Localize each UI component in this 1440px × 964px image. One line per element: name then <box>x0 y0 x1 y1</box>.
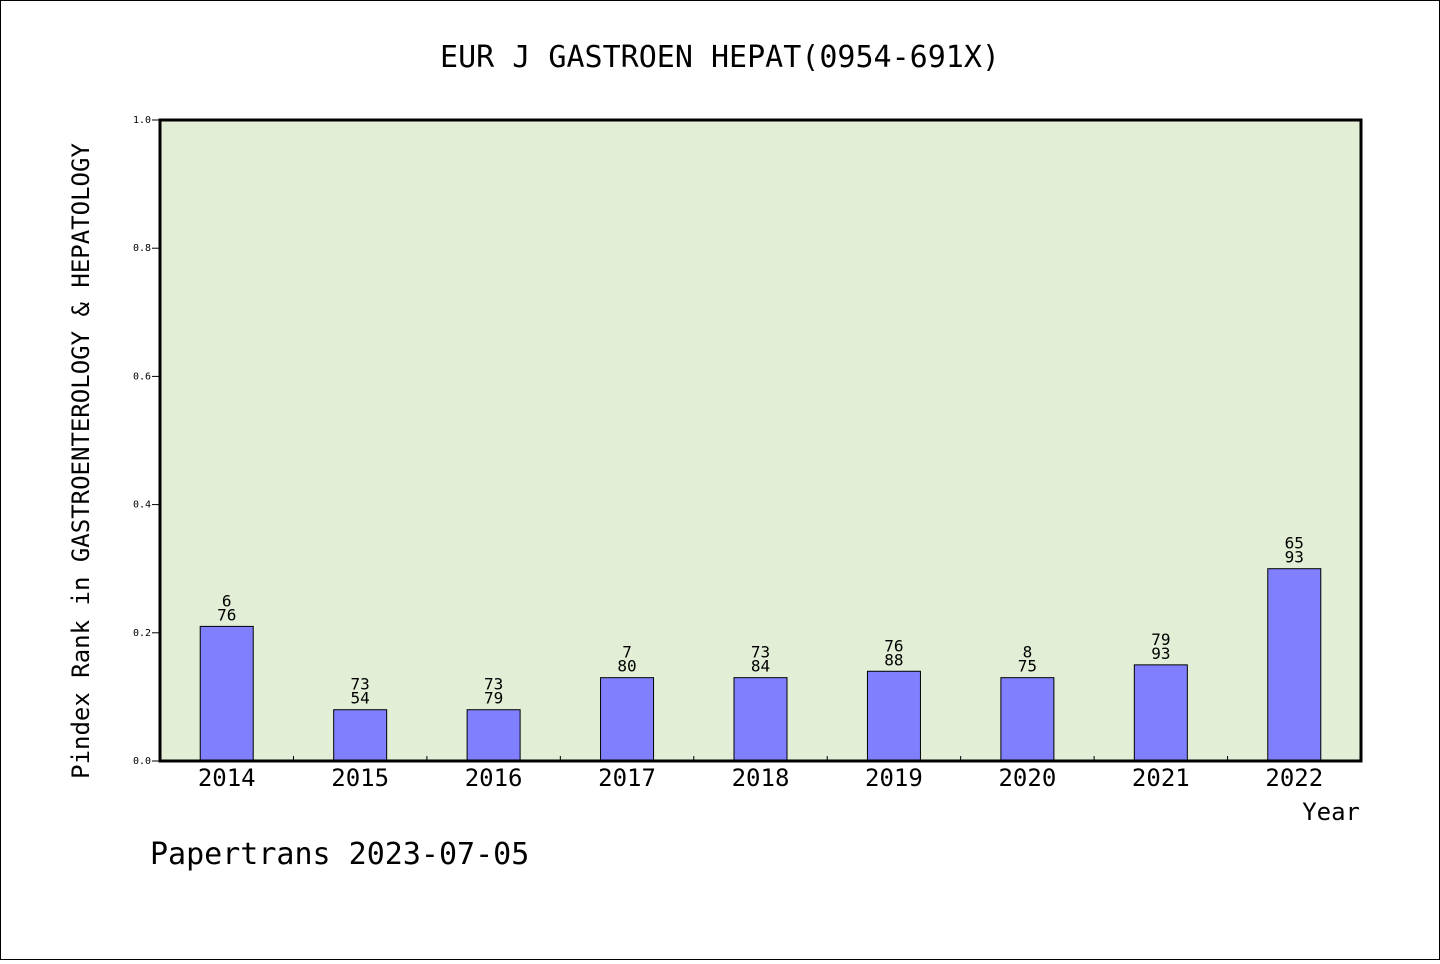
x-axis-label: Year <box>1302 798 1360 826</box>
plot-area <box>160 120 1361 761</box>
bar-label-top: 73 <box>351 675 370 694</box>
bar <box>333 709 388 762</box>
x-tick-label: 2018 <box>732 764 790 792</box>
bar-label-top: 73 <box>751 643 770 662</box>
bar-label-bottom: 80 <box>617 657 636 676</box>
x-tick-label: 2021 <box>1132 764 1190 792</box>
x-tick-label: 2015 <box>331 764 389 792</box>
bar-label-top: 6 <box>222 591 232 610</box>
x-tick-label: 2022 <box>1265 764 1323 792</box>
x-tick-label: 2020 <box>998 764 1056 792</box>
bar-label-bottom: 79 <box>484 689 503 708</box>
bar-label-top: 73 <box>484 675 503 694</box>
bar <box>199 625 254 762</box>
y-tick-label: 0.0 <box>133 756 151 767</box>
bar <box>1133 664 1188 762</box>
y-tick-label: 1.0 <box>133 115 151 126</box>
bar-label-bottom: 93 <box>1285 548 1304 567</box>
bar-label-top: 79 <box>1151 630 1170 649</box>
footer-text: Papertrans 2023-07-05 <box>150 837 529 872</box>
x-axis: 2014 2015 2016 2017 2018 2019 2020 2021 2022 <box>198 756 1323 792</box>
bar <box>866 670 921 762</box>
bar-label-top: 65 <box>1285 534 1304 553</box>
bar-label-bottom: 84 <box>751 657 770 676</box>
bar <box>733 677 788 762</box>
bar-label-top: 7 <box>622 643 632 662</box>
y-tick-label: 0.6 <box>133 371 151 382</box>
y-axis: 0.0 0.2 0.4 0.6 0.8 1.0 <box>133 115 160 767</box>
x-tick-label: 2014 <box>198 764 256 792</box>
bar <box>600 677 655 762</box>
x-tick-label: 2017 <box>598 764 656 792</box>
bar-label-bottom: 76 <box>217 605 236 624</box>
chart-title: EUR J GASTROEN HEPAT(0954-691X) <box>440 40 1000 75</box>
bar-label-bottom: 75 <box>1018 657 1037 676</box>
bar-label-top: 8 <box>1023 643 1033 662</box>
plot-border <box>158 118 1363 763</box>
x-tick-label: 2016 <box>465 764 523 792</box>
bar-label-bottom: 88 <box>884 650 903 669</box>
bar-label-bottom: 93 <box>1151 644 1170 663</box>
x-tick-label: 2019 <box>865 764 923 792</box>
y-tick-label: 0.8 <box>133 243 151 254</box>
y-tick-label: 0.2 <box>133 628 151 639</box>
bar-label-bottom: 54 <box>351 689 370 708</box>
bar <box>466 709 521 762</box>
bar-label-top: 76 <box>884 636 903 655</box>
bar <box>1267 568 1322 762</box>
y-tick-label: 0.4 <box>133 500 151 511</box>
bar <box>1000 677 1055 762</box>
y-axis-label: Pindex Rank in GASTROENTEROLOGY & HEPATO… <box>67 143 95 779</box>
